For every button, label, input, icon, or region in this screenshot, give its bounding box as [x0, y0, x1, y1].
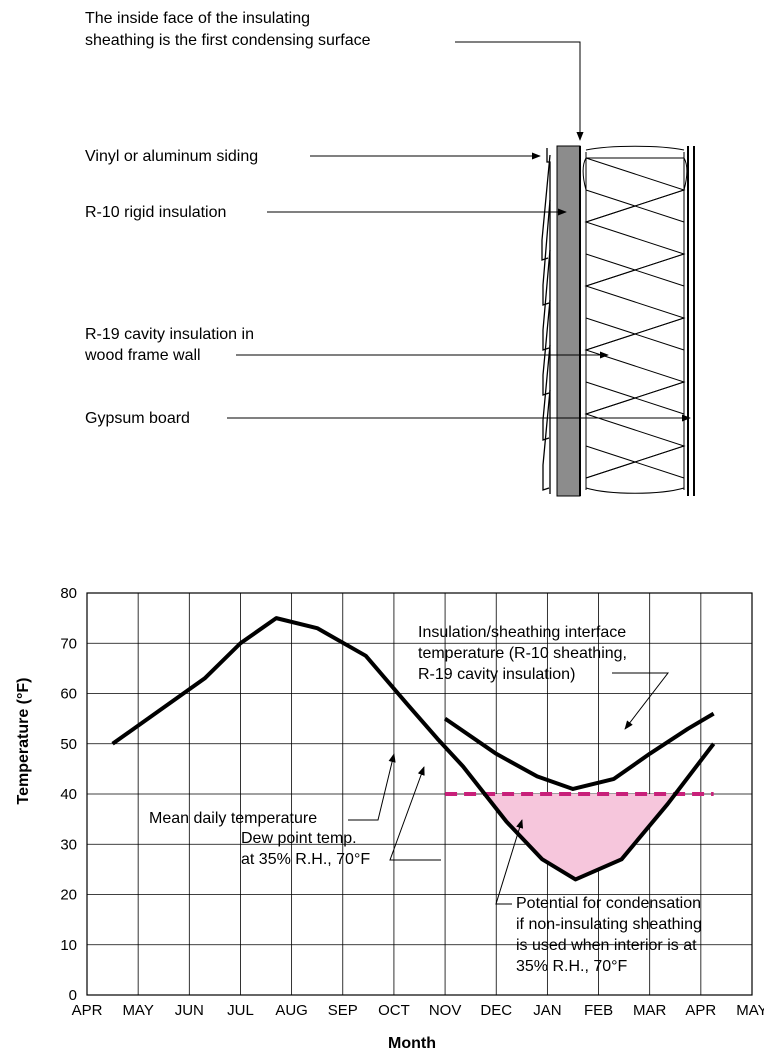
y-tick-label: 40 — [60, 786, 77, 803]
x-tick-label: JAN — [533, 1002, 561, 1019]
annotation-mean-temp: Mean daily temperature — [149, 810, 317, 827]
y-tick-label: 20 — [60, 887, 77, 904]
interface-temperature-line — [443, 711, 715, 791]
condensation-region-layer — [484, 794, 676, 880]
leader-lines — [227, 41, 691, 422]
wall-section-drawing — [227, 41, 695, 497]
callout-gypsum: Gypsum board — [85, 410, 190, 427]
siding-profile — [541, 148, 551, 494]
x-tick-label: JUL — [227, 1002, 254, 1019]
x-tick-label: AUG — [275, 1002, 308, 1019]
callout-condensing-line1: The inside face of the insulating — [85, 10, 311, 27]
annotation-interface-line2: temperature (R-10 sheathing, — [418, 645, 627, 662]
cavity-insulation-batt — [582, 145, 688, 494]
y-tick-label: 70 — [60, 635, 77, 652]
x-tick-label: MAY — [736, 1002, 764, 1019]
x-tick-label: NOV — [429, 1002, 462, 1019]
y-tick-label: 50 — [60, 736, 77, 753]
x-tick-label: SEP — [328, 1002, 358, 1019]
y-axis-title: Temperature (°F) — [15, 677, 32, 804]
chart-ticks: APR MAY JUN JUL AUG SEP OCT NOV DEC JAN FEB MAR APR M… — [60, 585, 764, 1019]
condensation-region — [484, 794, 676, 880]
annotation-leaders — [348, 672, 670, 905]
annotation-potential-line3: is used when interior is at — [516, 937, 697, 954]
y-tick-label: 0 — [69, 987, 77, 1004]
y-tick-label: 30 — [60, 836, 77, 853]
mean-daily-temperature-line — [111, 616, 716, 882]
x-tick-label: JUN — [175, 1002, 204, 1019]
annotation-interface-line1: Insulation/sheathing interface — [418, 624, 626, 641]
x-tick-label: APR — [685, 1002, 716, 1019]
x-tick-label: MAY — [122, 1002, 153, 1019]
x-tick-label: DEC — [480, 1002, 512, 1019]
annotation-dew-line1: Dew point temp. — [241, 830, 357, 847]
annotation-potential-line1: Potential for condensation — [516, 895, 701, 912]
x-axis-title: Month — [388, 1035, 436, 1052]
y-tick-label: 80 — [60, 585, 77, 602]
y-tick-label: 10 — [60, 937, 77, 954]
y-tick-label: 60 — [60, 686, 77, 703]
x-tick-label: OCT — [378, 1002, 410, 1019]
callout-rigid-insulation: R-10 rigid insulation — [85, 204, 227, 221]
annotation-dew-line2: at 35% R.H., 70°F — [241, 851, 370, 868]
annotation-potential-line2: if non-insulating sheathing — [516, 916, 702, 933]
annotation-interface-line3: R-19 cavity insulation) — [418, 666, 575, 683]
x-tick-label: FEB — [584, 1002, 613, 1019]
callout-condensing-line2: sheathing is the first condensing surfac… — [85, 32, 371, 49]
gypsum-board — [687, 146, 695, 496]
callout-siding: Vinyl or aluminum siding — [85, 148, 259, 165]
annotation-potential-line4: 35% R.H., 70°F — [516, 958, 628, 975]
chart-series-layer — [111, 616, 716, 882]
callout-cavity-line2: wood frame wall — [85, 347, 201, 364]
x-tick-label: APR — [72, 1002, 103, 1019]
x-tick-label: MAR — [633, 1002, 667, 1019]
callout-cavity-line1: R-19 cavity insulation in — [85, 326, 254, 343]
